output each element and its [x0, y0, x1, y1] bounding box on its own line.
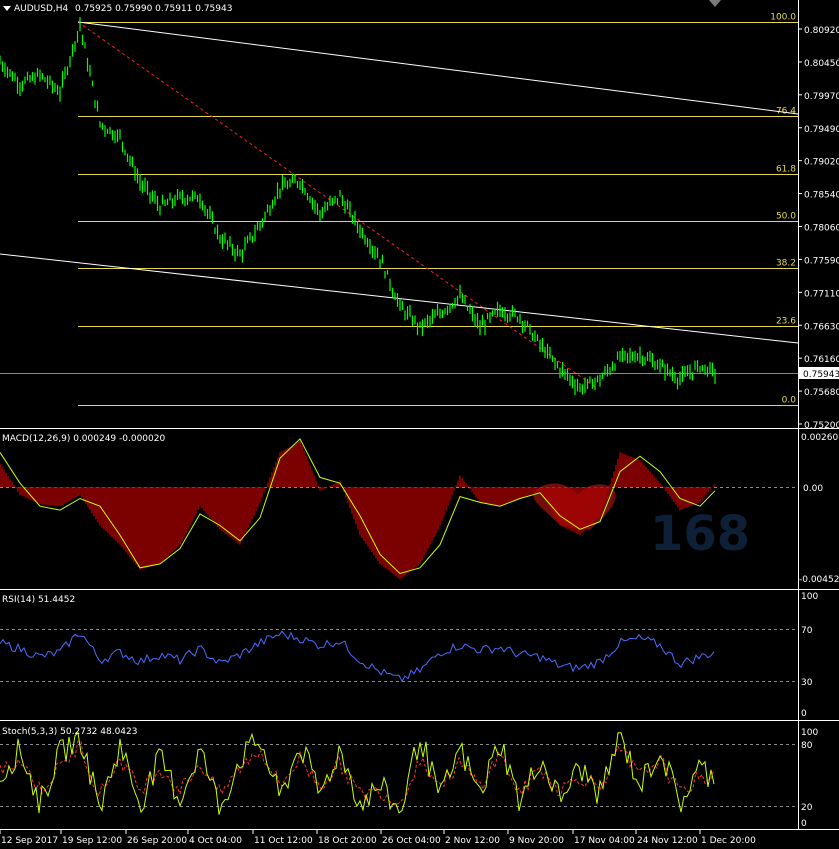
rsi-axis: 100 70 30 0 — [801, 592, 818, 719]
current-price-badge: 0.75943 — [799, 367, 839, 380]
macd-axis-top: 0.002601 — [801, 433, 839, 443]
rsi-label: RSI(14) 51.4452 — [2, 595, 75, 605]
time-tick-label: 26 Sep 20:00 — [127, 836, 187, 846]
stoch-axis-80: 80 — [801, 741, 813, 751]
time-tick-label: 9 Nov 20:00 — [509, 836, 564, 846]
macd-label: MACD(12,26,9) 0.000249 -0.000020 — [2, 434, 165, 444]
time-tick-label: 18 Oct 20:00 — [318, 836, 377, 846]
fib-level-label: 50.0 — [776, 212, 796, 222]
fib-level-label: 23.6 — [776, 317, 796, 327]
price-tick-label: 0.80920 — [804, 26, 839, 36]
price-tick-label: 0.79970 — [804, 92, 839, 102]
time-tick-label: 17 Nov 04:00 — [574, 836, 635, 846]
stoch-panel — [0, 731, 798, 815]
lower-trendline — [0, 253, 799, 344]
time-tick-label: 4 Oct 04:00 — [189, 836, 242, 846]
price-tick-label: 0.78060 — [804, 224, 839, 234]
price-tick-label: 0.80450 — [804, 59, 839, 69]
stoch-axis: 100 80 20 0 — [801, 728, 818, 829]
price-tick-label: 0.79490 — [804, 125, 839, 135]
price-tick-label: 0.76630 — [804, 322, 839, 332]
stoch-main-line — [0, 731, 715, 815]
price-tick-label: 0.75200 — [804, 421, 839, 431]
stoch-axis-100: 100 — [801, 728, 818, 738]
current-price-label: 0.75943 — [803, 370, 839, 380]
fib-level-label: 38.2 — [776, 259, 796, 269]
price-tick-label: 0.77110 — [804, 289, 839, 299]
rsi-axis-0: 0 — [801, 709, 807, 719]
rsi-panel — [0, 629, 798, 683]
stoch-axis-20: 20 — [801, 803, 813, 813]
upper-trendline — [77, 21, 799, 115]
time-tick-label: 26 Oct 04:00 — [382, 836, 441, 846]
macd-axis-zero: 0.00 — [803, 484, 823, 494]
price-tick-label: 0.77590 — [804, 256, 839, 266]
price-bars — [0, 17, 716, 396]
price-axis: 0.80920 0.80450 0.79970 0.79490 0.79020 0.785… — [798, 26, 839, 431]
time-tick-label: 24 Nov 12:00 — [637, 836, 698, 846]
price-tick-label: 0.76160 — [804, 355, 839, 365]
time-tick-label: 11 Oct 12:00 — [254, 836, 313, 846]
stoch-label: Stoch(5,3,3) 50.2732 48.0423 — [2, 727, 137, 737]
one-click-trade-arrow-icon[interactable] — [709, 0, 721, 7]
watermark-text: 168 — [650, 506, 750, 562]
dropdown-triangle-icon[interactable] — [3, 6, 11, 11]
fib-level-label: 100.0 — [770, 13, 796, 23]
rsi-axis-30: 30 — [801, 678, 813, 688]
rsi-axis-70: 70 — [801, 626, 813, 636]
fib-level-label: 61.8 — [776, 165, 796, 175]
time-tick-label: 12 Sep 2017 — [1, 836, 58, 846]
fibonacci-levels: 100.0 76.4 61.8 50.0 38.2 23.6 0.0 — [78, 13, 798, 406]
time-tick-label: 19 Sep 12:00 — [62, 836, 122, 846]
fib-level-label: 0.0 — [782, 396, 797, 406]
ohlc-values: 0.75925 0.75990 0.75911 0.75943 — [75, 4, 232, 14]
macd-signal-line — [0, 438, 716, 575]
chart-header: AUDUSD,H4 0.75925 0.75990 0.75911 0.7594… — [3, 4, 232, 14]
price-tick-label: 0.78540 — [804, 191, 839, 201]
panel-frames — [0, 0, 839, 830]
macd-axis: 0.002601 0.00 -0.00452 — [799, 433, 839, 585]
macd-axis-bottom: -0.00452 — [799, 575, 839, 585]
fib-diagonal-line — [77, 21, 599, 390]
fib-level-label: 76.4 — [776, 107, 796, 117]
symbol-title: AUDUSD,H4 — [14, 4, 69, 14]
macd-panel — [0, 438, 798, 580]
time-tick-label: 2 Nov 12:00 — [445, 836, 500, 846]
price-tick-label: 0.79020 — [804, 158, 839, 168]
price-tick-label: 0.75680 — [804, 388, 839, 398]
rsi-axis-100: 100 — [801, 592, 818, 602]
time-tick-label: 1 Dec 20:00 — [701, 836, 756, 846]
time-axis: 12 Sep 2017 19 Sep 12:00 26 Sep 20:00 4 Oct… — [0, 830, 756, 846]
stoch-signal-line — [0, 740, 715, 806]
stoch-axis-0: 0 — [801, 819, 807, 829]
rsi-line — [0, 630, 715, 683]
